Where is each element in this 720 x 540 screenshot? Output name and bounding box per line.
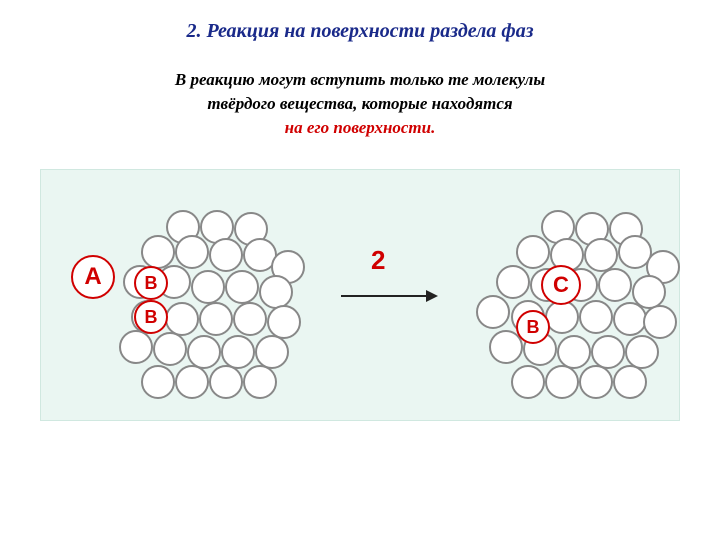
molecule [584, 238, 618, 272]
molecule [141, 365, 175, 399]
subtitle-highlight: на его поверхности. [285, 118, 436, 137]
reaction-arrow [341, 295, 436, 297]
label-A: A [71, 255, 115, 299]
molecule [591, 335, 625, 369]
molecule [243, 365, 277, 399]
molecule [625, 335, 659, 369]
molecule [153, 332, 187, 366]
molecule [141, 235, 175, 269]
molecule [613, 365, 647, 399]
molecule [209, 365, 243, 399]
molecule [175, 365, 209, 399]
molecule [516, 235, 550, 269]
diagram: A B B C B 2 [40, 169, 680, 421]
molecule [598, 268, 632, 302]
molecule [233, 302, 267, 336]
molecule [175, 235, 209, 269]
molecule [119, 330, 153, 364]
molecule [259, 275, 293, 309]
molecule [476, 295, 510, 329]
molecule [209, 238, 243, 272]
page-title: 2. Реакция на поверхности раздела фаз [40, 20, 680, 43]
label-B2: B [134, 300, 168, 334]
molecule [267, 305, 301, 339]
molecule [557, 335, 591, 369]
molecule [579, 365, 613, 399]
molecule [221, 335, 255, 369]
molecule [191, 270, 225, 304]
molecule [255, 335, 289, 369]
molecule [165, 302, 199, 336]
molecule [496, 265, 530, 299]
molecule [545, 300, 579, 334]
molecule [199, 302, 233, 336]
molecule [225, 270, 259, 304]
molecule [579, 300, 613, 334]
molecule [613, 302, 647, 336]
subtitle-line2: твёрдого вещества, которые находятся [207, 94, 512, 113]
subtitle-line1: В реакцию могут вступить только те молек… [175, 70, 545, 89]
subtitle: В реакцию могут вступить только те молек… [40, 68, 680, 139]
molecule [187, 335, 221, 369]
molecule [545, 365, 579, 399]
molecule [511, 365, 545, 399]
arrow-label: 2 [371, 245, 385, 276]
molecule [643, 305, 677, 339]
